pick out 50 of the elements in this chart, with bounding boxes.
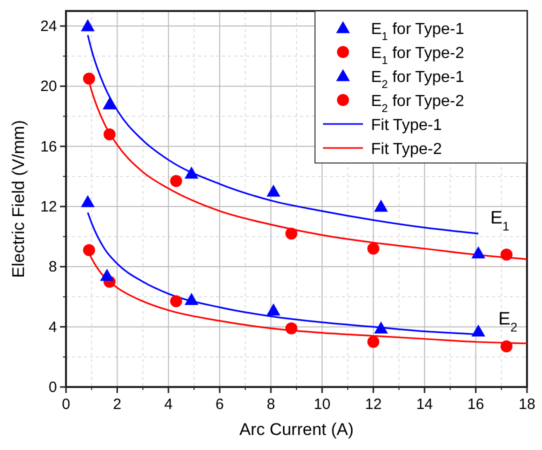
point [170,295,182,308]
point [285,322,298,334]
point [80,195,95,208]
point [266,303,280,316]
point [285,228,298,240]
y-tick-label: 20 [40,78,57,96]
y-axis-title: Electric Field (V/mm) [9,120,28,278]
point [500,248,513,261]
point [367,336,380,348]
point [471,246,486,258]
legend-label: Fit Type-1 [371,117,442,134]
annotation: E$_{1}$ [490,208,510,234]
point [83,72,96,85]
legend-label: E$_{2}$ for Type-1 [371,69,464,91]
point [184,292,198,305]
point [100,268,114,281]
y-tick-label: 0 [48,379,57,396]
point [471,324,486,337]
point [102,97,116,110]
x-tick-label: 0 [62,396,70,413]
x-tick-label: 2 [113,396,122,413]
point [374,321,388,334]
point [500,340,513,352]
y-tick-label: 24 [40,18,57,36]
x-tick-label: 6 [215,396,224,413]
y-tick-label: 4 [48,318,57,336]
legend-label: Fit Type-2 [371,141,442,158]
y-tick-label: 12 [40,198,57,216]
point [184,166,198,179]
legend-label: E$_{1}$ for Type-1 [371,21,464,43]
y-tick-label: 8 [48,258,57,276]
annotation: E$_{2}$ [498,308,518,334]
legend-label: E$_{1}$ for Type-2 [371,45,464,67]
x-tick-label: 4 [164,396,173,413]
point [367,242,380,255]
x-tick-label: 12 [364,396,382,413]
x-tick-label: 14 [416,396,433,413]
point [104,128,116,140]
x-tick-label: 8 [266,396,276,413]
x-axis-title: Arc Current (A) [239,420,354,439]
point [170,174,182,187]
y-tick-label: 16 [40,138,57,156]
point [83,244,96,256]
legend-label: E$_{2}$ for Type-2 [371,93,464,115]
point [266,184,280,197]
x-tick-label: 18 [518,396,536,413]
x-tick-label: 16 [467,396,484,413]
point [80,19,95,32]
point [374,200,388,212]
x-tick-label: 10 [314,396,330,413]
